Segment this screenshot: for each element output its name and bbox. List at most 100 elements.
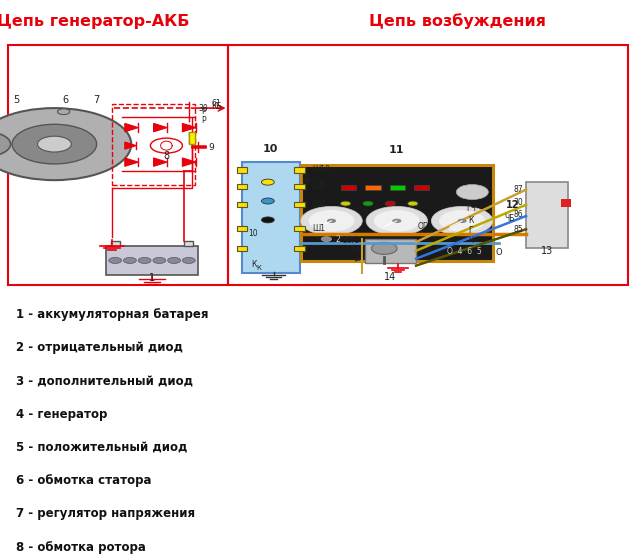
Circle shape (374, 210, 420, 232)
Text: 1 - аккумуляторная батарея: 1 - аккумуляторная батарея (16, 308, 209, 321)
Bar (365, 239, 416, 263)
Circle shape (392, 219, 401, 223)
Circle shape (109, 257, 122, 264)
Text: P: P (202, 116, 206, 125)
Text: 30/1: 30/1 (342, 236, 360, 245)
Text: 61: 61 (211, 98, 221, 108)
Bar (237, 202, 247, 207)
Bar (237, 167, 247, 172)
Circle shape (153, 257, 166, 264)
Text: 10: 10 (263, 143, 278, 153)
Bar (526, 182, 568, 247)
Circle shape (366, 206, 428, 235)
Text: 5 - положительный диод: 5 - положительный диод (16, 441, 188, 454)
Text: 2: 2 (336, 235, 340, 244)
Bar (341, 185, 356, 190)
Circle shape (138, 257, 151, 264)
Circle shape (262, 198, 274, 204)
Bar (294, 184, 305, 189)
Bar (294, 226, 305, 231)
Circle shape (262, 217, 274, 223)
Bar (365, 185, 381, 190)
Text: Ш1: Ш1 (312, 224, 325, 234)
Bar (390, 185, 405, 190)
Text: Ш4: Ш4 (312, 200, 326, 209)
Text: Ш10: Ш10 (312, 165, 330, 175)
Circle shape (124, 257, 136, 264)
Circle shape (168, 257, 180, 264)
Bar (561, 199, 571, 207)
Circle shape (12, 125, 97, 164)
Circle shape (371, 242, 397, 254)
Polygon shape (182, 158, 196, 166)
Text: 9: 9 (208, 143, 214, 152)
Text: Цепь генератор-АКБ: Цепь генератор-АКБ (0, 13, 189, 28)
Text: 6 - обмотка статора: 6 - обмотка статора (16, 474, 152, 487)
Circle shape (408, 201, 418, 206)
Text: 4 - генератор: 4 - генератор (16, 408, 108, 421)
Text: ГЧ: ГЧ (466, 205, 476, 214)
Text: 7 - регулятор напряжения: 7 - регулятор напряжения (16, 508, 195, 520)
Bar (106, 246, 198, 275)
Text: К: К (251, 260, 256, 269)
Circle shape (308, 210, 355, 232)
Polygon shape (125, 142, 136, 149)
Text: К: К (468, 216, 474, 225)
Circle shape (321, 237, 332, 241)
Text: 86: 86 (513, 210, 523, 219)
Bar (228, 45, 628, 285)
Bar (414, 185, 429, 190)
Bar (301, 165, 493, 261)
Text: 8 - обмотка ротора: 8 - обмотка ротора (16, 540, 146, 554)
Text: 1: 1 (149, 273, 155, 282)
Circle shape (431, 206, 493, 235)
Text: O: O (496, 247, 502, 257)
Bar (189, 132, 195, 144)
Text: К: К (257, 265, 262, 271)
Bar (237, 184, 247, 189)
Circle shape (58, 109, 70, 115)
Circle shape (458, 219, 467, 223)
Bar (112, 103, 195, 185)
Text: O  4  6  5: O 4 6 5 (447, 247, 481, 256)
Bar (294, 202, 305, 207)
Bar (111, 241, 120, 246)
Bar (237, 226, 247, 231)
Circle shape (38, 136, 71, 152)
Text: ≠: ≠ (353, 255, 360, 264)
Text: 5: 5 (13, 95, 19, 105)
Bar (294, 246, 305, 251)
Text: ЧБ: ЧБ (504, 214, 515, 223)
Circle shape (340, 201, 351, 206)
Circle shape (262, 179, 274, 185)
Text: 14: 14 (384, 272, 397, 282)
Circle shape (456, 185, 488, 200)
Polygon shape (154, 158, 167, 166)
Circle shape (439, 210, 485, 232)
Bar (237, 246, 247, 251)
Text: 30: 30 (198, 104, 208, 113)
Text: 6: 6 (63, 95, 69, 105)
Text: 15: 15 (350, 246, 360, 255)
Text: 2 - отрицательный диод: 2 - отрицательный диод (16, 341, 183, 354)
Text: Г: Г (468, 226, 474, 235)
Bar (242, 162, 300, 273)
Text: КБ: КБ (301, 175, 312, 184)
Circle shape (327, 219, 336, 223)
Text: Цепь возбуждения: Цепь возбуждения (369, 13, 546, 29)
Text: ОГ: ОГ (417, 222, 428, 231)
Text: 87: 87 (513, 185, 523, 194)
Text: Ч: Ч (468, 236, 474, 245)
Text: 3 - дополнительный диод: 3 - дополнительный диод (16, 374, 193, 388)
Text: КБ: КБ (211, 102, 221, 111)
Circle shape (301, 206, 362, 235)
Bar (294, 167, 305, 172)
Text: 30: 30 (513, 198, 523, 207)
Text: 7: 7 (93, 95, 100, 105)
Polygon shape (125, 123, 138, 132)
Text: 12: 12 (506, 200, 519, 210)
Polygon shape (125, 158, 138, 166)
Text: 85: 85 (513, 225, 523, 234)
Circle shape (385, 201, 396, 206)
Bar (184, 241, 193, 246)
